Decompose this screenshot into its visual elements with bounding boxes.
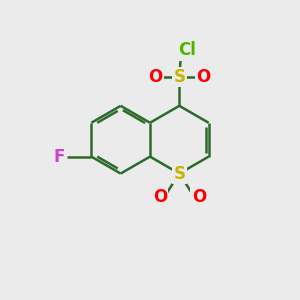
Text: O: O [148, 68, 163, 86]
Text: O: O [192, 188, 206, 206]
Text: O: O [153, 188, 167, 206]
Text: O: O [196, 68, 210, 86]
Text: S: S [173, 165, 185, 183]
Text: Cl: Cl [178, 41, 196, 59]
Text: S: S [173, 68, 185, 86]
Text: F: F [54, 148, 65, 166]
